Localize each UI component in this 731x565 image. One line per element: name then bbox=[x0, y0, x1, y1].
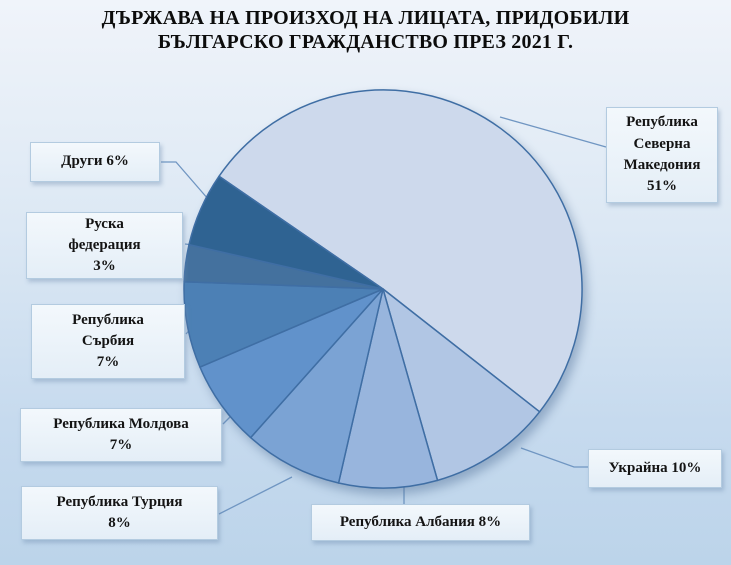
callout-text: Други 6% bbox=[61, 153, 129, 170]
callout-others: Други 6% bbox=[30, 142, 160, 182]
callout-ukraine: Украйна 10% bbox=[588, 449, 722, 488]
leader-line-others bbox=[161, 161, 216, 208]
callout-text: Република Турция bbox=[56, 493, 183, 510]
pie-slice-turkey bbox=[249, 288, 384, 484]
callout-text: Македония bbox=[623, 157, 701, 173]
callout-serbia: Република Сърбия 7% bbox=[31, 304, 185, 379]
pie-slice-albania bbox=[337, 288, 439, 489]
callout-value: 7% bbox=[109, 437, 133, 453]
chart-title-line2: БЪЛГАРСКО ГРАЖДАНСТВО ПРЕЗ 2021 Г. bbox=[157, 31, 574, 53]
leader-line-ukraine bbox=[520, 447, 588, 468]
callout-text: Република Молдова bbox=[53, 415, 189, 432]
callout-turkey: Република Турция 8% bbox=[21, 486, 218, 540]
callout-value: 51% bbox=[647, 178, 677, 195]
callout-text: федерация bbox=[68, 236, 141, 253]
callout-text: Сърбия bbox=[81, 332, 135, 349]
chart-title: ДЪРЖАВА НА ПРОИЗХОД НА ЛИЦАТА, ПРИДОБИЛИ… bbox=[0, 6, 731, 54]
callout-value: 8% bbox=[108, 515, 131, 531]
callout-value: 7% bbox=[96, 354, 120, 371]
callout-value: 3% bbox=[93, 258, 116, 275]
callout-text: Република Албания 8% bbox=[339, 513, 502, 530]
leader-line-north-macedonia bbox=[499, 116, 607, 148]
callout-albania: Република Албания 8% bbox=[311, 504, 530, 541]
chart-title-line1: ДЪРЖАВА НА ПРОИЗХОД НА ЛИЦАТА, ПРИДОБИЛИ bbox=[101, 7, 630, 29]
callout-text: Република bbox=[626, 114, 698, 131]
callout-text: Република bbox=[72, 311, 144, 328]
pie-slice-others bbox=[188, 175, 384, 290]
callout-text: Северна bbox=[633, 135, 691, 152]
pie-slice-north-macedonia bbox=[218, 89, 583, 413]
callout-text: Украйна 10% bbox=[608, 459, 702, 476]
pie-slices bbox=[183, 89, 583, 489]
callout-text: Руска bbox=[85, 215, 124, 232]
callout-russia: Руска федерация 3% bbox=[26, 212, 183, 279]
leader-line-turkey bbox=[218, 476, 293, 515]
callout-north-macedonia: Република Северна Македония 51% bbox=[606, 107, 718, 203]
pie-slice-ukraine bbox=[382, 288, 541, 482]
callout-moldova: Република Молдова 7% bbox=[20, 408, 222, 462]
